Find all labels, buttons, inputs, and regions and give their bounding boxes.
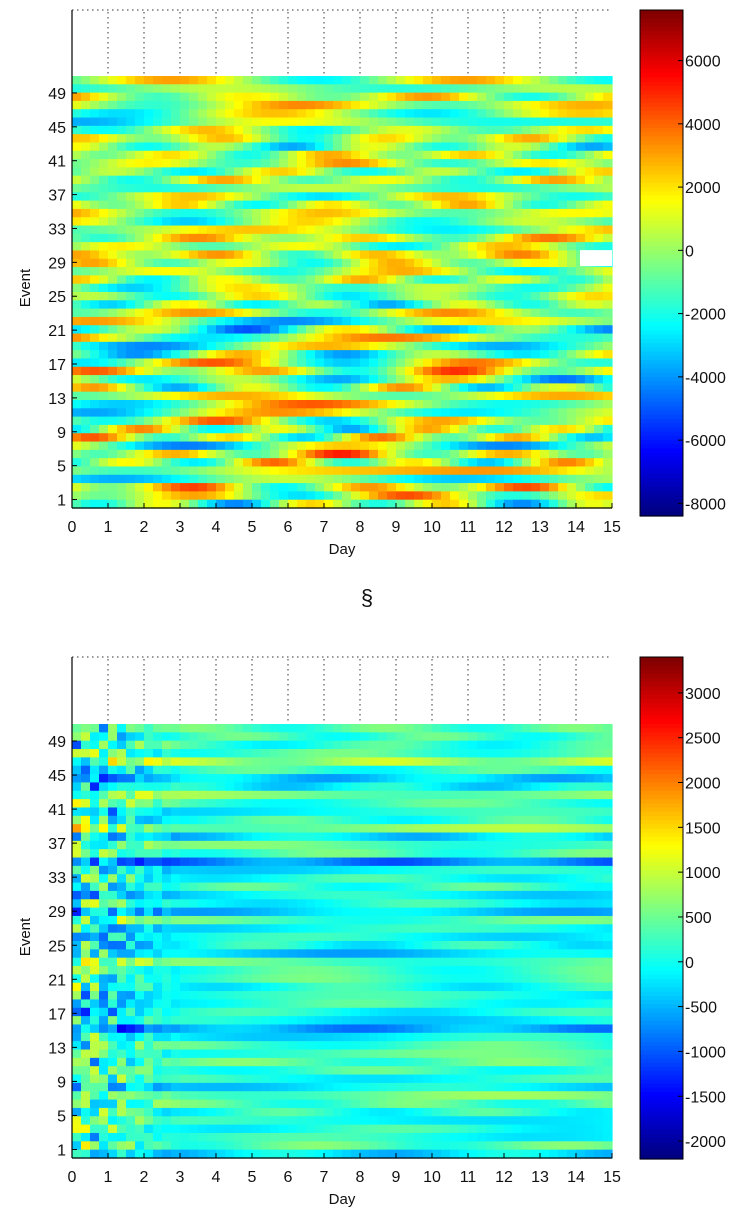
colorbar-tick-label: -4000 [685,370,726,387]
x-tick-label: 12 [495,519,513,536]
chart-panel-top: 0 1 2 3 4 5 6 7 8 9 10 11 12 13 14 15 1 5 9 13 17 21 25 29 33 37 4… [0,0,734,560]
y-tick-label: 45 [48,768,66,785]
y-tick-label: 13 [48,391,66,408]
y-tick-label: 13 [48,1040,66,1057]
x-tick-label: 8 [356,1169,365,1186]
colorbar-tick-label: -2000 [685,1134,726,1151]
x-tick-label: 9 [392,1169,401,1186]
y-tick-label: 25 [48,289,66,306]
x-tick-label: 12 [495,1169,513,1186]
colorbar-tick-label: -6000 [685,433,726,450]
heatmap-field [72,76,613,509]
missing-cell [580,250,612,267]
colorbar-tick-label: 2000 [685,180,721,197]
x-tick-label: 10 [423,1169,441,1186]
x-tick-label: 2 [140,1169,149,1186]
colorbar-tick-label: -2000 [685,307,726,324]
y-tick-label: 37 [48,836,66,853]
x-tick-label: 4 [212,519,221,536]
colorbar [639,656,684,1160]
x-tick-label: 8 [356,519,365,536]
y-tick-label: 37 [48,188,66,205]
colorbar-tick-label: 2000 [685,776,721,793]
heatmap-field [72,724,613,1159]
colorbar-tick-label: 0 [685,955,694,972]
x-tick-label: 7 [320,519,329,536]
y-tick-label: 49 [48,86,66,103]
y-tick-label: 41 [48,154,66,171]
y-tick-label: 33 [48,870,66,887]
y-tick-label: 25 [48,938,66,955]
y-tick-label: 1 [57,493,66,510]
x-tick-label: 15 [603,1169,621,1186]
x-tick-label: 3 [176,519,185,536]
x-tick-label: 0 [68,519,77,536]
chart-panel-bottom: 0 1 2 3 4 5 6 7 8 9 10 11 12 13 14 15 1 5 9 13 17 21 25 29 33 37 4… [0,648,734,1222]
x-tick-label: 2 [140,519,149,536]
y-tick-label: 1 [57,1142,66,1159]
colorbar-tick-label: -8000 [685,496,726,513]
colorbar-tick-label: 1500 [685,820,721,837]
y-tick-label: 29 [48,904,66,921]
x-tick-label: 6 [284,519,293,536]
x-tick-label: 11 [460,519,477,536]
x-tick-label: 7 [320,1169,329,1186]
y-tick-label: 9 [57,425,66,442]
x-tick-label: 11 [460,1169,477,1186]
y-tick-label: 5 [57,1108,66,1125]
x-axis-label: Day [329,541,356,558]
colorbar-tick-label: -1000 [685,1044,726,1061]
x-tick-label: 4 [212,1169,221,1186]
x-tick-label: 13 [531,519,549,536]
y-tick-label: 29 [48,255,66,272]
x-tick-label: 5 [248,1169,257,1186]
x-tick-label: 0 [68,1169,77,1186]
y-tick-label: 5 [57,459,66,476]
x-tick-label: 9 [392,519,401,536]
x-tick-label: 6 [284,1169,293,1186]
y-tick-label: 17 [48,1006,66,1023]
x-axis-label: Day [329,1191,356,1208]
x-tick-label: 1 [104,1169,113,1186]
x-tick-label: 13 [531,1169,549,1186]
colorbar-tick-label: 6000 [685,54,721,71]
x-tick-label: 14 [567,519,585,536]
y-axis-label: Event [17,917,34,956]
colorbar-tick-label: 1000 [685,865,721,882]
colorbar-tick-label: 2500 [685,731,721,748]
y-axis-label: Event [17,268,34,307]
heatmap-chart-top: 0 1 2 3 4 5 6 7 8 9 10 11 12 13 14 15159131721252933374… [17,9,726,558]
y-tick-label: 21 [48,323,66,340]
y-tick-label: 49 [48,734,66,751]
section-separator: § [360,585,374,610]
x-tick-label: 1 [104,519,113,536]
y-tick-label: 17 [48,357,66,374]
y-tick-label: 41 [48,802,66,819]
y-tick-label: 33 [48,221,66,238]
colorbar-tick-label: 3000 [685,686,721,703]
colorbar-tick-label: 4000 [685,117,721,134]
x-tick-label: 10 [423,519,441,536]
colorbar-tick-label: 500 [685,910,712,927]
colorbar-tick-label: -1500 [685,1089,726,1106]
y-tick-label: 21 [48,972,66,989]
x-tick-label: 3 [176,1169,185,1186]
colorbar-tick-label: -500 [685,1000,717,1017]
colorbar-tick-label: 0 [685,243,694,260]
x-tick-label: 14 [567,1169,585,1186]
y-tick-label: 9 [57,1074,66,1091]
colorbar [639,9,684,517]
y-tick-label: 45 [48,120,66,137]
heatmap-chart-bottom: 0 1 2 3 4 5 6 7 8 9 10 11 12 13 14 15159131721252933374… [17,656,726,1208]
x-tick-label: 5 [248,519,257,536]
x-tick-label: 15 [603,519,621,536]
